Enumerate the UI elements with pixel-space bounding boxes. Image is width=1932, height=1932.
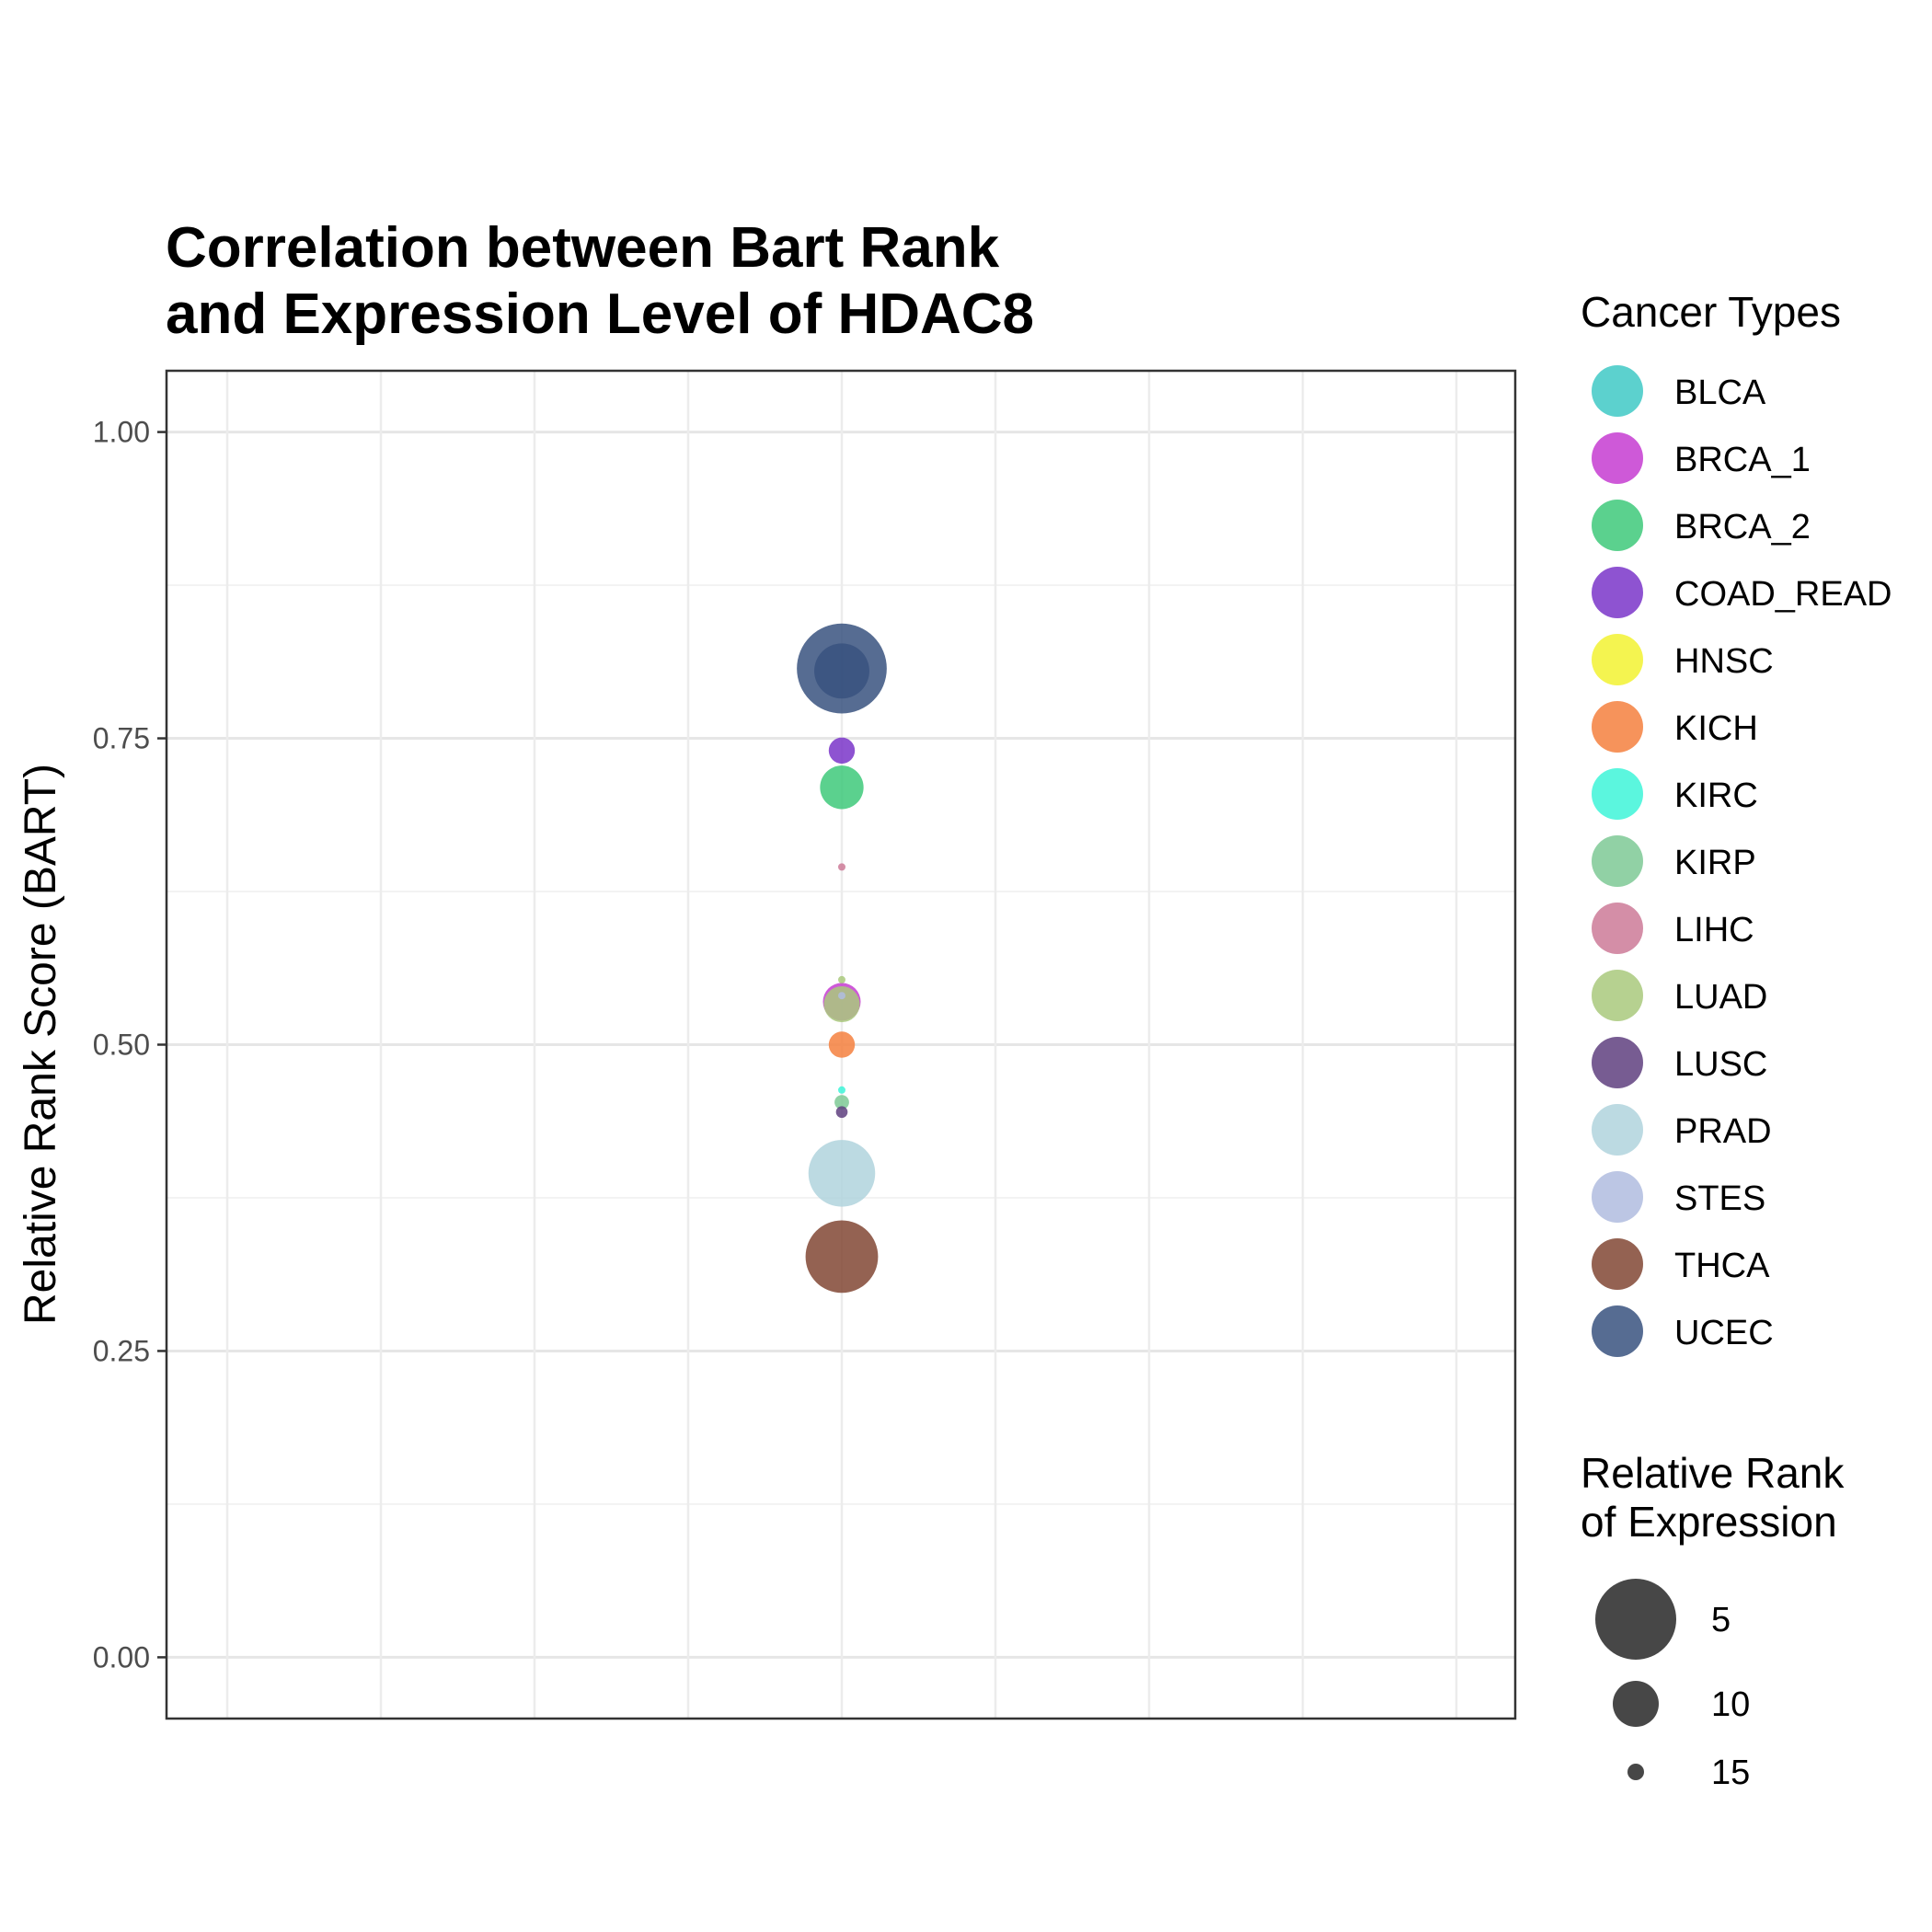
data-point-luad [838, 975, 845, 983]
legend-key-kirc [1592, 768, 1643, 820]
legend-key-hnsc [1592, 634, 1643, 685]
legend-key-brca_1 [1592, 432, 1643, 484]
data-point-coad_read [828, 737, 856, 765]
data-point-kich [828, 1031, 856, 1058]
y-tick-label: 1.00 [93, 416, 150, 449]
legend-label-coad_read: COAD_READ [1674, 575, 1892, 614]
y-tick-label: 0.25 [93, 1334, 150, 1367]
data-point-kirc [838, 1086, 845, 1094]
legend-label-kirc: KIRC [1674, 776, 1758, 815]
y-tick-label: 0.00 [93, 1640, 150, 1673]
legend-key-thca [1592, 1238, 1643, 1290]
color-legend-title: Cancer Types [1581, 288, 1841, 336]
legend-key-lihc [1592, 903, 1643, 954]
data-point-lusc [835, 1106, 848, 1119]
legend-key-kirp [1592, 835, 1643, 887]
y-tick-label: 0.75 [93, 722, 150, 755]
data-point-luad [823, 985, 860, 1023]
legend-key-lusc [1592, 1037, 1643, 1088]
legend-label-hnsc: HNSC [1674, 642, 1774, 681]
legend-key-luad [1592, 970, 1643, 1021]
data-point-brca_2 [820, 765, 864, 810]
size-key-10 [1613, 1681, 1659, 1727]
color-legend: BLCA BRCA_1 BRCA_2 COAD_READ HNSC KICH KIRC KIR… [1592, 365, 1892, 1357]
legend-key-brca_2 [1592, 500, 1643, 551]
data-point-thca [805, 1220, 879, 1294]
legend-key-stes [1592, 1171, 1643, 1223]
legend-label-luad: LUAD [1674, 978, 1767, 1017]
size-legend-title-line-1: Relative Rank [1581, 1449, 1845, 1497]
data-point-ucec [814, 643, 869, 699]
legend-label-lihc: LIHC [1674, 911, 1754, 949]
legend-label-lusc: LUSC [1674, 1045, 1767, 1084]
size-key-5 [1595, 1579, 1676, 1660]
legend-key-blca [1592, 365, 1643, 417]
y-axis: 0.00 0.25 0.50 0.75 1.00 [93, 416, 167, 1673]
legend-label-thca: THCA [1674, 1247, 1770, 1285]
y-axis-title: Relative Rank Score (BART) [17, 764, 65, 1325]
legend-key-prad [1592, 1104, 1643, 1156]
data-points [797, 623, 887, 1294]
legend-label-prad: PRAD [1674, 1112, 1772, 1151]
legend-key-ucec [1592, 1305, 1643, 1357]
legend-key-coad_read [1592, 567, 1643, 618]
legend-label-blca: BLCA [1674, 374, 1766, 412]
data-point-stes [838, 992, 845, 1000]
legend-label-ucec: UCEC [1674, 1314, 1774, 1352]
size-label-15: 15 [1711, 1754, 1750, 1792]
size-label-10: 10 [1711, 1685, 1750, 1724]
data-point-kirp [834, 1095, 849, 1110]
size-legend: 5 10 15 [1595, 1579, 1750, 1792]
legend-label-kirp: KIRP [1674, 844, 1756, 882]
legend-label-kich: KICH [1674, 709, 1758, 748]
size-key-15 [1627, 1764, 1644, 1780]
data-point-lihc [838, 863, 845, 871]
legend-key-kich [1592, 701, 1643, 753]
size-label-5: 5 [1711, 1601, 1731, 1639]
legend-label-stes: STES [1674, 1179, 1765, 1218]
chart-title-line-2: and Expression Level of HDAC8 [166, 282, 1034, 346]
legend-label-brca_2: BRCA_2 [1674, 508, 1811, 546]
chart-title-line-1: Correlation between Bart Rank [166, 216, 1000, 280]
size-legend-title-line-2: of Expression [1581, 1498, 1837, 1546]
data-point-prad [808, 1140, 876, 1207]
y-tick-label: 0.50 [93, 1029, 150, 1062]
legend-label-brca_1: BRCA_1 [1674, 441, 1811, 479]
